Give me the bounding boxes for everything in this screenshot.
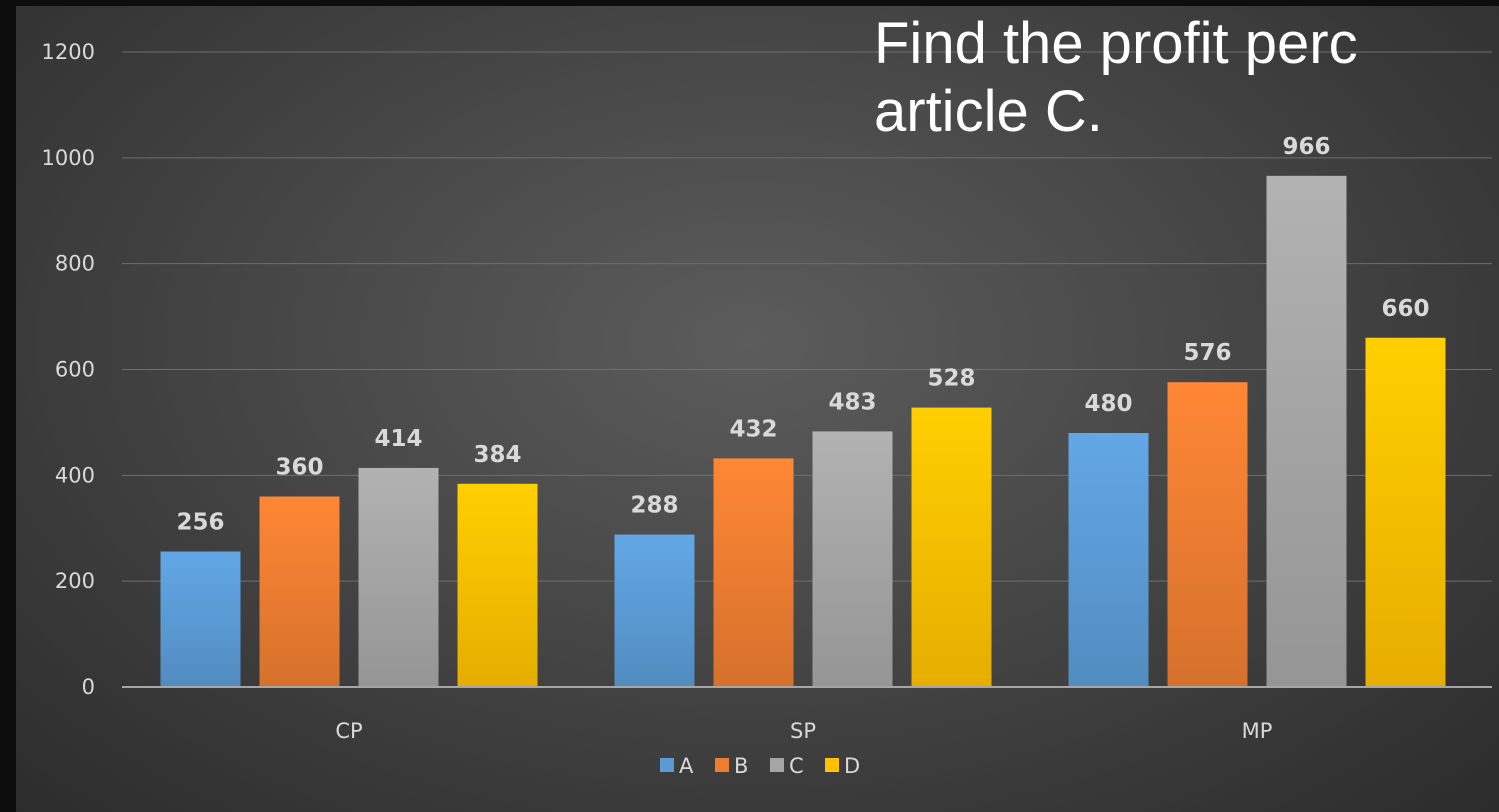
data-label: 432: [729, 416, 777, 442]
legend-label: C: [789, 754, 804, 778]
bar-mp-d: [1365, 337, 1446, 687]
y-tick-label: 1000: [42, 146, 95, 170]
y-tick-label: 1200: [42, 40, 95, 64]
data-label: 528: [927, 366, 975, 392]
bar-mp-a: [1068, 433, 1149, 687]
legend-swatch: [715, 758, 729, 772]
data-label: 288: [630, 493, 678, 519]
legend: A B C D: [660, 754, 860, 778]
y-tick-label: 400: [55, 463, 95, 487]
category-labels: CP SP MP: [335, 719, 1272, 743]
bar-sp-b: [713, 458, 794, 687]
legend-item-b: B: [715, 754, 748, 778]
y-tick-label: 600: [55, 358, 95, 382]
bars: [160, 175, 1446, 687]
legend-label: A: [679, 754, 694, 778]
category-label: SP: [790, 719, 816, 743]
category-label: CP: [335, 719, 362, 743]
data-label: 966: [1282, 134, 1330, 160]
legend-item-c: C: [770, 754, 804, 778]
data-labels: 256 360 414 384 288 432 483 528 480 576 966 660: [176, 134, 1429, 536]
bar-cp-d: [457, 483, 538, 687]
y-tick-label: 200: [55, 569, 95, 593]
bar-mp-c: [1266, 175, 1347, 687]
category-label: MP: [1242, 719, 1273, 743]
question-text: Find the profit perc article C.: [874, 10, 1358, 146]
bar-sp-c: [812, 431, 893, 687]
gridlines: [122, 51, 1492, 582]
y-axis-tick-labels: 0 200 400 600 800 1000 1200: [42, 40, 95, 699]
left-edge-strip: [0, 0, 16, 812]
data-label: 483: [828, 389, 876, 415]
legend-item-d: D: [825, 754, 860, 778]
legend-label: B: [734, 754, 748, 778]
data-label: 414: [374, 426, 422, 452]
y-tick-label: 800: [55, 252, 95, 276]
data-label: 660: [1381, 296, 1429, 322]
legend-swatch: [825, 758, 839, 772]
bar-sp-a: [614, 534, 695, 687]
question-line-1: Find the profit perc: [874, 11, 1358, 76]
top-edge-strip: [0, 0, 1499, 6]
legend-item-a: A: [660, 754, 694, 778]
data-label: 360: [275, 455, 323, 481]
legend-swatch: [660, 758, 674, 772]
data-label: 480: [1084, 391, 1132, 417]
question-line-2: article C.: [874, 79, 1103, 144]
legend-swatch: [770, 758, 784, 772]
bar-sp-d: [911, 407, 992, 687]
bar-cp-b: [259, 496, 340, 687]
bar-mp-b: [1167, 382, 1248, 687]
legend-label: D: [844, 754, 860, 778]
data-label: 384: [473, 442, 521, 468]
y-tick-label: 0: [82, 675, 95, 699]
data-label: 256: [176, 510, 224, 536]
data-label: 576: [1183, 340, 1231, 366]
bar-cp-c: [358, 467, 439, 687]
bar-cp-a: [160, 551, 241, 687]
